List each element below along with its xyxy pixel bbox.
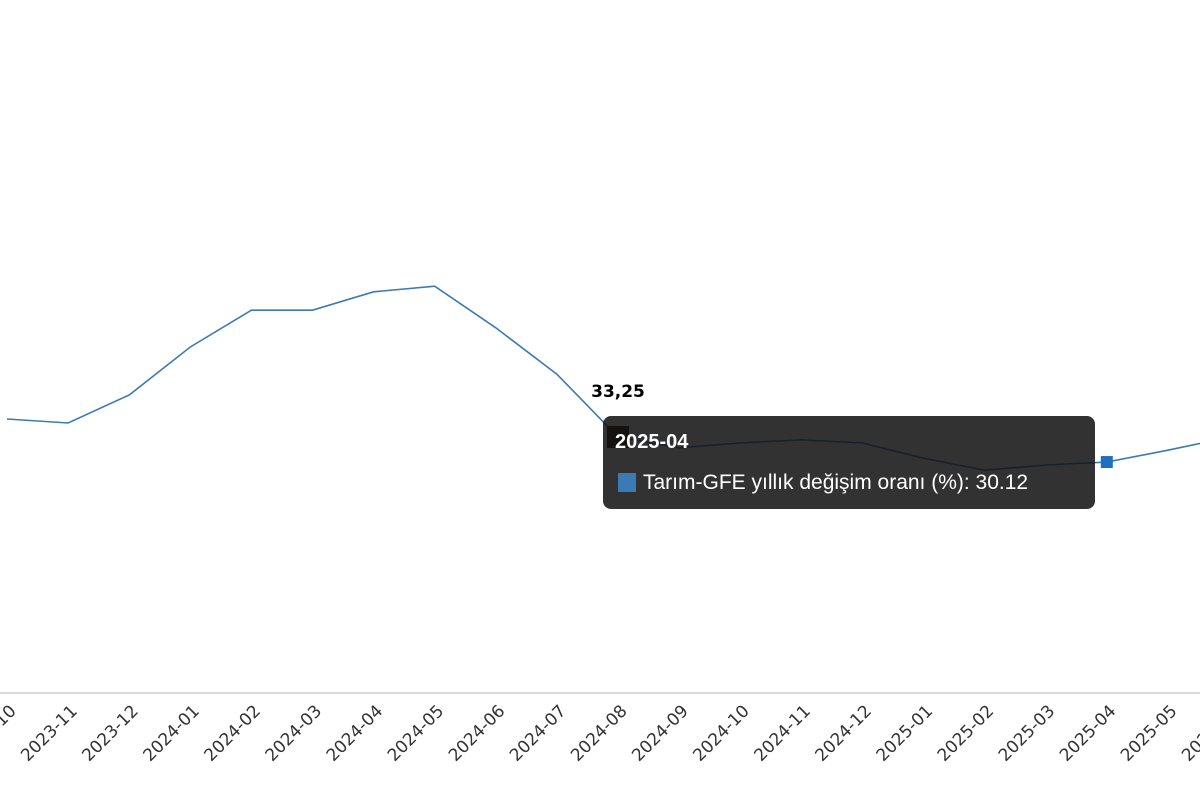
x-tick-label: 2025-03 <box>995 701 1059 765</box>
x-tick-label: 2024-11 <box>750 701 814 765</box>
x-tick-label: 2024-01 <box>139 701 203 765</box>
x-tick-label: 2024-05 <box>384 701 448 765</box>
x-tick-label: 2024-09 <box>628 701 692 765</box>
x-tick-label: 2024-06 <box>445 701 509 765</box>
x-tick-label: 2025-04 <box>1056 701 1120 765</box>
x-tick-label: 2023-12 <box>78 701 142 765</box>
x-tick-label: 2024-10 <box>689 701 753 765</box>
tooltip: 2025-04 Tarım-GFE yıllık değişim oranı (… <box>603 416 1095 509</box>
tooltip-text: Tarım-GFE yıllık değişim oranı (%): 30.1… <box>643 471 1028 494</box>
x-tick-label: 2024-12 <box>812 701 876 765</box>
x-tick-label: 2024-04 <box>323 701 387 765</box>
x-tick-label: 2024-03 <box>262 701 326 765</box>
x-tick-label: 2025-06 <box>1178 701 1200 765</box>
x-tick-label: 2025-05 <box>1117 701 1181 765</box>
tooltip-swatch <box>618 473 636 492</box>
plot: 2023-102023-112023-122024-012024-022024-… <box>0 285 1200 766</box>
x-tick-label: 2025-02 <box>934 701 998 765</box>
tooltip-title: 2025-04 <box>615 431 689 453</box>
x-tick-label: 2025-01 <box>873 701 937 765</box>
x-tick-label: 2024-02 <box>201 701 265 765</box>
x-tick-label: 2023-10 <box>0 701 21 765</box>
hover-marker <box>1100 456 1113 469</box>
tooltip-box <box>603 416 1095 509</box>
x-tick-label: 2024-07 <box>506 701 570 765</box>
x-tick-label: 2023-11 <box>17 701 81 765</box>
data-label: 33,25 <box>591 382 645 402</box>
x-tick-label: 2024-08 <box>567 701 631 765</box>
